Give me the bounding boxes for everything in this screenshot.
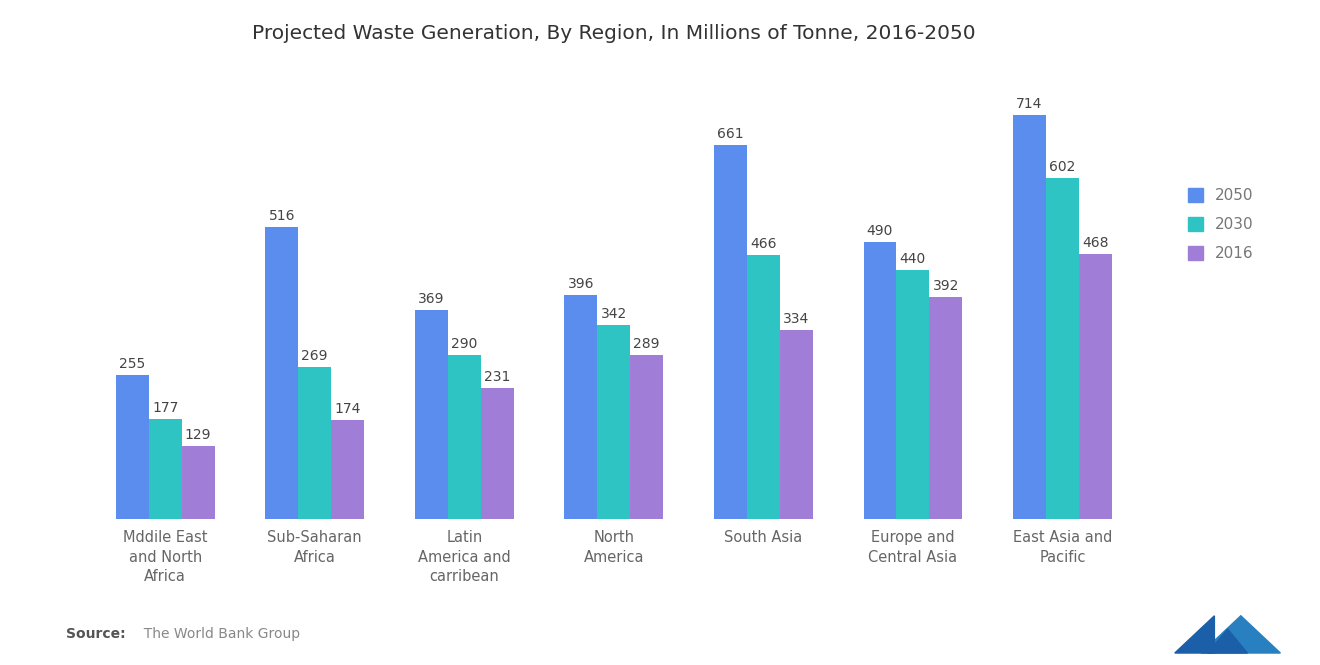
Bar: [414, 310, 447, 519]
Text: 661: 661: [717, 127, 743, 141]
Text: The World Bank Group: The World Bank Group: [135, 627, 300, 642]
Text: Source:: Source:: [66, 627, 125, 642]
Text: 392: 392: [933, 279, 960, 293]
Bar: [863, 241, 896, 519]
Bar: [565, 295, 598, 519]
Bar: [298, 366, 331, 519]
Bar: [116, 374, 149, 519]
Text: 177: 177: [152, 401, 178, 415]
Text: 490: 490: [867, 223, 894, 238]
Text: 516: 516: [268, 209, 296, 223]
Bar: [182, 446, 215, 519]
Text: 289: 289: [634, 337, 660, 351]
Bar: [929, 297, 962, 519]
Bar: [1045, 178, 1078, 519]
Bar: [598, 325, 630, 519]
Bar: [747, 255, 780, 519]
Polygon shape: [1201, 616, 1280, 653]
Text: 466: 466: [750, 237, 776, 251]
Text: 174: 174: [334, 402, 360, 416]
Bar: [149, 419, 182, 519]
Bar: [447, 355, 480, 519]
Legend: 2050, 2030, 2016: 2050, 2030, 2016: [1180, 181, 1262, 269]
Text: 714: 714: [1016, 97, 1043, 111]
Text: 129: 129: [185, 428, 211, 442]
Polygon shape: [1208, 629, 1247, 653]
Bar: [1078, 254, 1111, 519]
Bar: [331, 420, 364, 519]
Title: Projected Waste Generation, By Region, In Millions of Tonne, 2016-2050: Projected Waste Generation, By Region, I…: [252, 24, 975, 43]
Text: 290: 290: [451, 336, 478, 351]
Text: 602: 602: [1049, 160, 1076, 174]
Polygon shape: [1175, 616, 1214, 653]
Bar: [265, 227, 298, 519]
Text: 468: 468: [1082, 236, 1109, 250]
Bar: [480, 388, 513, 519]
Text: 342: 342: [601, 307, 627, 321]
Bar: [780, 330, 813, 519]
Text: 231: 231: [484, 370, 511, 384]
Text: 255: 255: [119, 356, 145, 370]
Text: 269: 269: [301, 348, 327, 362]
Text: 440: 440: [900, 252, 927, 266]
Text: 396: 396: [568, 277, 594, 291]
Text: 369: 369: [418, 292, 445, 306]
Bar: [1012, 115, 1045, 519]
Bar: [714, 145, 747, 519]
Text: 334: 334: [783, 312, 809, 326]
Bar: [896, 270, 929, 519]
Bar: [630, 355, 663, 519]
